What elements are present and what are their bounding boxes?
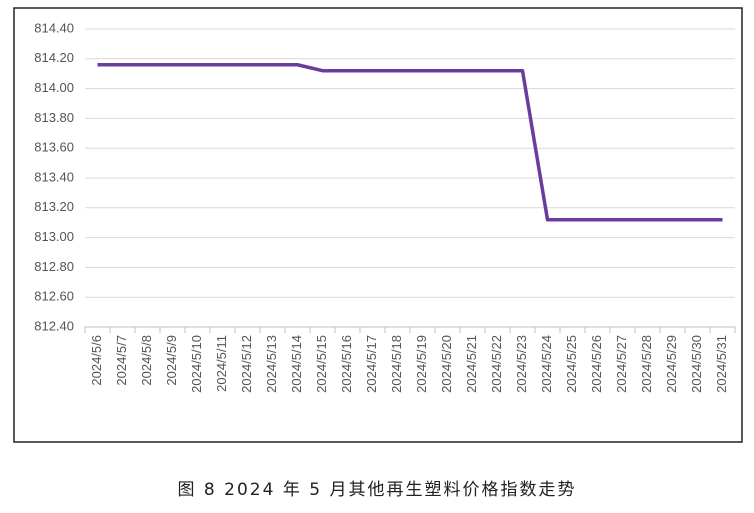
x-tick-label: 2024/5/27 xyxy=(614,335,629,393)
x-tick-label: 2024/5/6 xyxy=(89,335,104,386)
y-tick-label: 813.60 xyxy=(34,140,74,155)
x-tick-label: 2024/5/30 xyxy=(689,335,704,393)
x-tick-label: 2024/5/8 xyxy=(139,335,154,386)
x-tick-label: 2024/5/7 xyxy=(114,335,129,386)
x-tick-label: 2024/5/15 xyxy=(314,335,329,393)
y-tick-label: 812.40 xyxy=(34,318,74,333)
chart-caption: 图 8 2024 年 5 月其他再生塑料价格指数走势 xyxy=(178,480,577,500)
x-tick-label: 2024/5/22 xyxy=(489,335,504,393)
x-tick-label: 2024/5/29 xyxy=(664,335,679,393)
y-tick-label: 812.80 xyxy=(34,259,74,274)
data-line xyxy=(97,63,723,222)
x-tick-label: 2024/5/26 xyxy=(589,335,604,393)
y-tick-label: 812.60 xyxy=(34,289,74,304)
x-tick-label: 2024/5/12 xyxy=(239,335,254,393)
x-tick-label: 2024/5/25 xyxy=(564,335,579,393)
x-tick-label: 2024/5/10 xyxy=(189,335,204,393)
y-tick-label: 813.40 xyxy=(34,169,74,184)
x-tick-label: 2024/5/28 xyxy=(639,335,654,393)
x-tick-label: 2024/5/24 xyxy=(539,335,554,393)
x-tick-label: 2024/5/17 xyxy=(364,335,379,393)
x-tick-label: 2024/5/16 xyxy=(339,335,354,393)
x-tick-label: 2024/5/18 xyxy=(389,335,404,393)
chart-frame xyxy=(13,7,743,443)
x-tick-label: 2024/5/23 xyxy=(514,335,529,393)
x-tick-label: 2024/5/11 xyxy=(214,335,229,392)
y-tick-label: 814.20 xyxy=(34,50,74,65)
y-tick-label: 813.20 xyxy=(34,199,74,214)
y-tick-label: 813.00 xyxy=(34,229,74,244)
x-tick-label: 2024/5/13 xyxy=(264,335,279,393)
x-tick-label: 2024/5/31 xyxy=(714,335,729,393)
x-tick-label: 2024/5/9 xyxy=(164,335,179,386)
x-tick-label: 2024/5/14 xyxy=(289,335,304,393)
y-tick-label: 814.40 xyxy=(34,20,74,35)
y-tick-label: 813.80 xyxy=(34,110,74,125)
x-tick-label: 2024/5/21 xyxy=(464,335,479,393)
y-tick-label: 814.00 xyxy=(34,80,74,95)
x-tick-label: 2024/5/20 xyxy=(439,335,454,393)
x-tick-label: 2024/5/19 xyxy=(414,335,429,393)
